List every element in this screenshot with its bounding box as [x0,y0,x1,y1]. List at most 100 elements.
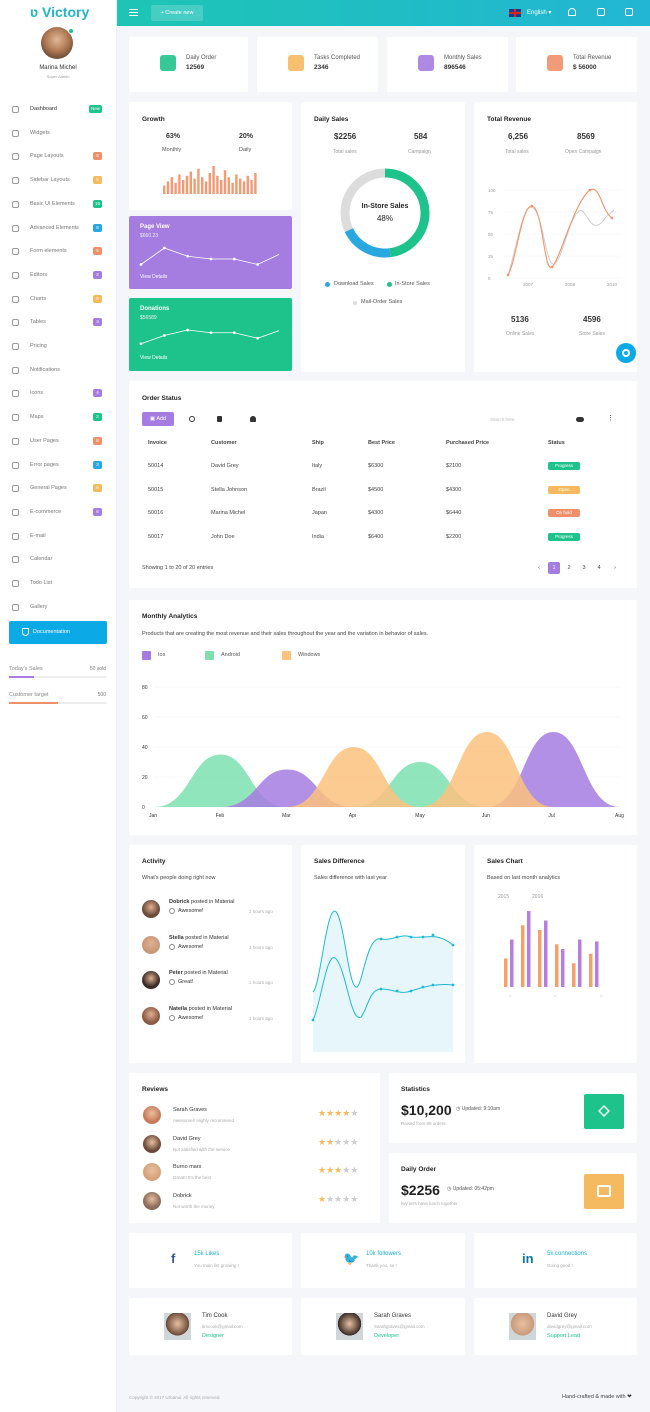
legend-label[interactable]: Windows [298,652,321,658]
activity-action: posted in Material [185,934,229,941]
reviewer-name[interactable]: Sarah Graves [173,1107,207,1113]
activity-card: Activity What's people doing right now [129,845,292,1063]
sidebar-item-basic-ui-elements[interactable]: Basic UI Elements 16 [0,197,116,213]
social-card-twitter[interactable]: 🐦 10k followers Thank you, so ! [301,1233,465,1288]
team-member-email[interactable]: davidgrey@gmail.com [547,1324,592,1329]
pagination-page[interactable]: 3 [582,565,586,571]
team-member-email[interactable]: Sarahgraves@gmail.com [374,1324,425,1329]
sidebar-item-charts[interactable]: Charts 6 [0,292,116,308]
sidebar-item-pricing[interactable]: Pricing [0,339,116,355]
sidebar-item-advanced-elements[interactable]: Advanced Elements 8 [0,221,116,237]
avatar[interactable] [143,1191,161,1210]
brand-logo[interactable]: ʋ Victory [30,4,89,20]
sidebar-item-form-elements[interactable]: Form elements 5 [0,244,116,260]
table-row[interactable]: 50014 David Grey Italy $6300 $2100 Progress [129,457,637,477]
avatar[interactable] [142,900,160,918]
social-card-facebook[interactable]: f 15k Likes You main list growing ! [129,1233,292,1288]
sidebar-item-error-pages[interactable]: Error pages 3 [0,458,116,474]
table-header[interactable]: Invoice [148,440,167,446]
pagination-prev[interactable]: ‹ [538,565,540,571]
revenue-point [550,265,554,269]
sidebar-item-calendar[interactable]: Calendar [0,552,116,568]
team-member-name[interactable]: Tim Cook [202,1313,228,1319]
menu-toggle-icon[interactable] [129,9,138,16]
documentation-button[interactable]: Documentation [9,621,107,644]
settings-gear-button[interactable] [616,343,636,363]
sidebar-item-general-pages[interactable]: General Pages 9 [0,481,116,497]
bell-icon[interactable] [568,8,576,16]
table-cell-best: $4300 [368,510,384,517]
table-header[interactable]: Purchased Price [446,440,490,446]
sidebar-item-tables[interactable]: Tables 3 [0,315,116,331]
sidebar-item-widgets[interactable]: Widgets [0,126,116,142]
add-order-button[interactable]: ▣ Add [142,412,174,426]
sidebar-item-user-pages[interactable]: User Pages 8 [0,434,116,450]
star-icon: ★ [318,1136,327,1147]
table-header[interactable]: Status [548,440,565,446]
reviewer-name[interactable]: Dobrick [173,1192,192,1199]
pagination-page[interactable]: 1 [548,562,560,574]
sidebar-item-editors[interactable]: Editors 2 [0,268,116,284]
sidebar-item-e-commerce[interactable]: E-commerce 6 [0,505,116,521]
uk-flag-icon [509,9,521,17]
table-row[interactable]: 50017 John Doe India $6400 $2200 Progress [129,528,637,548]
avatar[interactable] [143,1106,161,1124]
pagination-page[interactable]: 2 [567,565,571,571]
pagination-next[interactable]: › [614,565,616,571]
avatar[interactable] [142,971,160,989]
cloud-icon[interactable] [576,417,584,422]
team-member-name[interactable]: David Grey [547,1313,578,1319]
sidebar-item-notifications[interactable]: Notifications [0,363,116,379]
team-avatar[interactable] [164,1313,191,1340]
team-member-email[interactable]: timcook@gmail.com [202,1324,243,1329]
sidebar-item-dashboard[interactable]: Dashboard New [0,102,116,118]
activity-user[interactable]: Stella [169,934,184,941]
reviews-title: Reviews [142,1086,169,1093]
sidebar-item-gallery[interactable]: Gallery [0,600,116,616]
status-badge: Progress [548,462,580,470]
sidebar-item-maps[interactable]: Maps 2 [0,410,116,426]
activity-user[interactable]: Dobrick [169,899,190,905]
grid-icon[interactable] [625,8,633,16]
donations-details-link[interactable]: View Details [140,355,168,361]
reviewer-name[interactable]: David Grey [173,1135,201,1142]
team-avatar[interactable] [336,1313,363,1340]
growth-bar [178,174,181,194]
activity-user[interactable]: Nateila [169,1005,188,1012]
legend-label[interactable]: Ios [158,652,166,658]
mail-icon[interactable] [597,8,605,16]
table-header[interactable]: Customer [211,440,237,446]
avatar[interactable] [143,1134,161,1153]
create-new-button[interactable]: + Create new [151,5,203,21]
language-select[interactable]: English ▾ [527,10,552,16]
avatar[interactable] [142,935,160,954]
reviewer-name[interactable]: Burno mars [173,1164,202,1170]
avatar[interactable] [143,1163,161,1181]
team-avatar[interactable] [509,1313,536,1340]
pagination-page[interactable]: 4 [597,565,601,571]
sidebar-item-icons[interactable]: Icons 4 [0,386,116,402]
trash-icon[interactable] [217,416,222,422]
legend-label[interactable]: Android [221,652,240,658]
more-options-icon[interactable]: ⋮ [607,415,614,422]
sidebar-item-e-mail[interactable]: E-mail [0,529,116,545]
print-icon[interactable] [250,416,256,422]
sidebar-item-sidebar-layouts[interactable]: Sidebar Layouts 5 [0,173,116,189]
avatar[interactable] [142,1006,160,1025]
social-card-linkedin[interactable]: in 5k connections Going good ! [474,1233,637,1288]
language-label: English [527,10,547,16]
table-row[interactable]: 50016 Marina Michel Japan $4300 $6440 On hold [129,504,637,524]
table-row[interactable]: 50015 Stella Johnson Brazil $4500 $4300 Open [129,481,637,501]
table-header[interactable]: Best Price [368,440,395,446]
sidebar-item-page-layouts[interactable]: Page Layouts 8 [0,149,116,165]
sales-bar [572,963,576,987]
order-search-input[interactable]: Search here [490,417,515,422]
activity-user[interactable]: Peter [169,970,183,976]
table-header[interactable]: Ship [312,440,324,446]
info-icon[interactable] [189,416,195,422]
page-view-details-link[interactable]: View Details [140,274,168,280]
team-member-name[interactable]: Sarah Graves [374,1313,412,1319]
sidebar-item-todo-list[interactable]: Todo List [0,576,116,592]
activity-message: Great! [178,979,194,985]
avatar[interactable] [41,27,73,59]
